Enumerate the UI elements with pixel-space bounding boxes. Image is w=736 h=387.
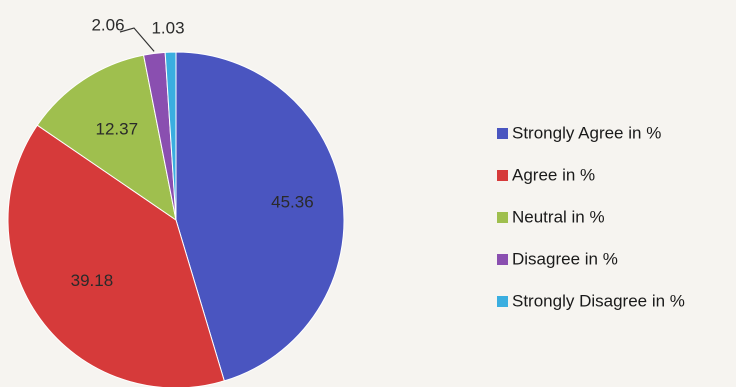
slice-label-disagree-in: 2.06 — [91, 15, 124, 34]
pie-slice-strongly-agree-in — [175, 51, 345, 382]
legend-swatch-disagree-in — [497, 254, 508, 265]
leader-line-disagree-in — [119, 27, 155, 52]
legend-label-disagree-in: Disagree in % — [512, 249, 618, 268]
pie-slice-strongly-disagree-in — [164, 51, 177, 221]
legend-swatch-strongly-disagree-in — [497, 296, 508, 307]
legend: Strongly Agree in % Agree in % Neutral in … — [497, 123, 685, 310]
slice-label-agree-in: 39.18 — [71, 271, 114, 290]
slice-label-neutral-in: 12.37 — [96, 120, 139, 139]
slice-labels: 45.36 39.18 12.37 2.06 1.03 — [71, 15, 314, 290]
slice-label-strongly-disagree-in: 1.03 — [151, 18, 184, 37]
legend-label-strongly-disagree-in: Strongly Disagree in % — [512, 291, 685, 310]
pie-slice-neutral-in — [36, 54, 177, 222]
legend-swatch-neutral-in — [497, 212, 508, 223]
legend-swatch-agree-in — [497, 170, 508, 181]
legend-label-agree-in: Agree in % — [512, 165, 595, 184]
pie-slice-agree-in — [7, 124, 225, 387]
pie-slices — [7, 51, 345, 387]
legend-label-strongly-agree-in: Strongly Agree in % — [512, 123, 661, 142]
legend-label-neutral-in: Neutral in % — [512, 207, 605, 226]
legend-swatch-strongly-agree-in — [497, 128, 508, 139]
slice-label-strongly-agree-in: 45.36 — [271, 192, 314, 211]
